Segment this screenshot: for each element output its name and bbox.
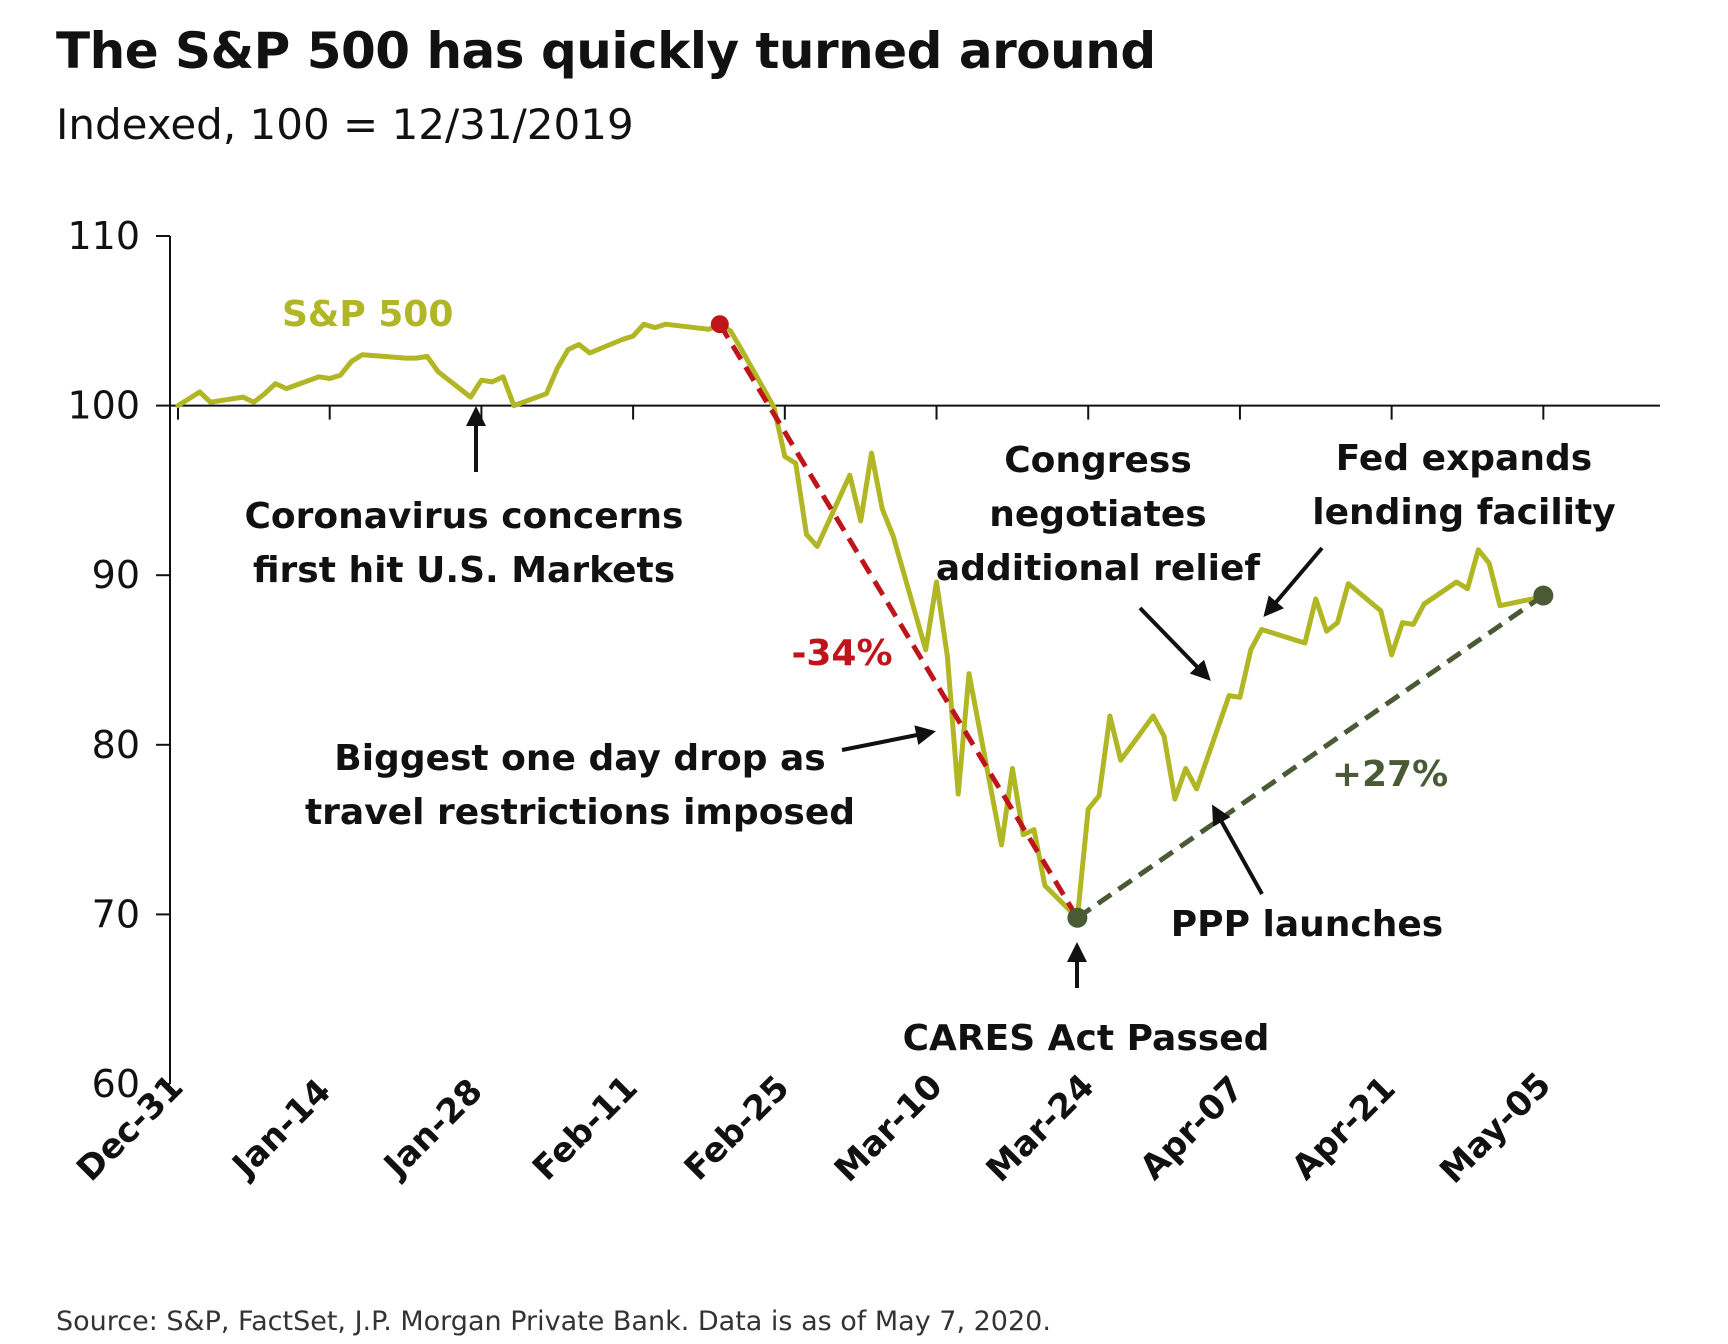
annotation-line: additional relief <box>936 548 1261 589</box>
y-tick-label: 100 <box>67 384 140 428</box>
series-line-sp500 <box>175 321 1546 921</box>
annotation-line: first hit U.S. Markets <box>253 550 675 591</box>
y-tick-label: 110 <box>67 214 140 258</box>
x-tick-label: Jan-14 <box>224 1071 339 1186</box>
annotation-coronavirus: Coronavirus concerns first hit U.S. Marke… <box>245 406 684 591</box>
latest-marker <box>1533 585 1554 606</box>
x-tick-label: Mar-10 <box>827 1066 951 1190</box>
peak-marker <box>710 315 729 334</box>
y-tick-label: 60 <box>92 1062 140 1106</box>
annotation-arrow <box>841 725 936 752</box>
annotation-cares-act: CARES Act Passed <box>903 942 1270 1059</box>
annotation-congress: Congress negotiates additional relief <box>936 440 1261 681</box>
chart-title: The S&P 500 has quickly turned around <box>56 22 1156 80</box>
annotation-line: travel restrictions imposed <box>305 792 855 833</box>
annotation-line: PPP launches <box>1171 904 1443 945</box>
x-tick-label: Feb-11 <box>525 1068 646 1189</box>
y-tick-label: 80 <box>92 723 140 767</box>
x-tick-label: Jan-28 <box>375 1071 490 1186</box>
x-tick-label: Mar-24 <box>979 1066 1103 1190</box>
recovery-trend-line <box>1075 593 1545 920</box>
annotation-line: lending facility <box>1312 492 1615 533</box>
annotation-ppp: PPP launches <box>1171 804 1443 945</box>
series-layer: S&P 500 <box>175 294 1546 921</box>
annotation-line: Coronavirus concerns <box>245 496 684 537</box>
annotation-line: Fed expands <box>1336 438 1592 479</box>
y-tick-label: 90 <box>92 553 140 597</box>
source-note: Source: S&P, FactSet, J.P. Morgan Privat… <box>56 1306 1051 1337</box>
series-label: S&P 500 <box>282 294 453 335</box>
annotations: Coronavirus concerns first hit U.S. Marke… <box>245 406 1616 1059</box>
decline-trend-line <box>717 322 1080 920</box>
x-tick-label: Apr-07 <box>1132 1069 1251 1188</box>
annotation-line: Biggest one day drop as <box>334 738 825 779</box>
recovery-percent-label: +27% <box>1332 754 1448 795</box>
x-tick-label: Apr-21 <box>1284 1069 1403 1188</box>
annotation-biggest-drop: Biggest one day drop as travel restrictio… <box>305 725 936 833</box>
annotation-line: CARES Act Passed <box>903 1018 1270 1059</box>
annotation-arrow <box>1138 606 1211 681</box>
x-tick-label: Feb-25 <box>677 1068 798 1189</box>
annotation-line: Congress <box>1004 440 1192 481</box>
chart-subtitle: Indexed, 100 = 12/31/2019 <box>56 100 634 149</box>
annotation-line: negotiates <box>989 494 1206 535</box>
y-tick-label: 70 <box>92 892 140 936</box>
annotation-fed: Fed expands lending facility <box>1263 438 1616 618</box>
trend-overlays: -34% +27% <box>710 315 1554 928</box>
trough-marker <box>1067 907 1088 928</box>
decline-percent-label: -34% <box>791 633 892 674</box>
annotation-arrow <box>1263 546 1324 618</box>
x-tick-label: May-05 <box>1432 1065 1559 1192</box>
annotation-arrow <box>1212 804 1264 895</box>
